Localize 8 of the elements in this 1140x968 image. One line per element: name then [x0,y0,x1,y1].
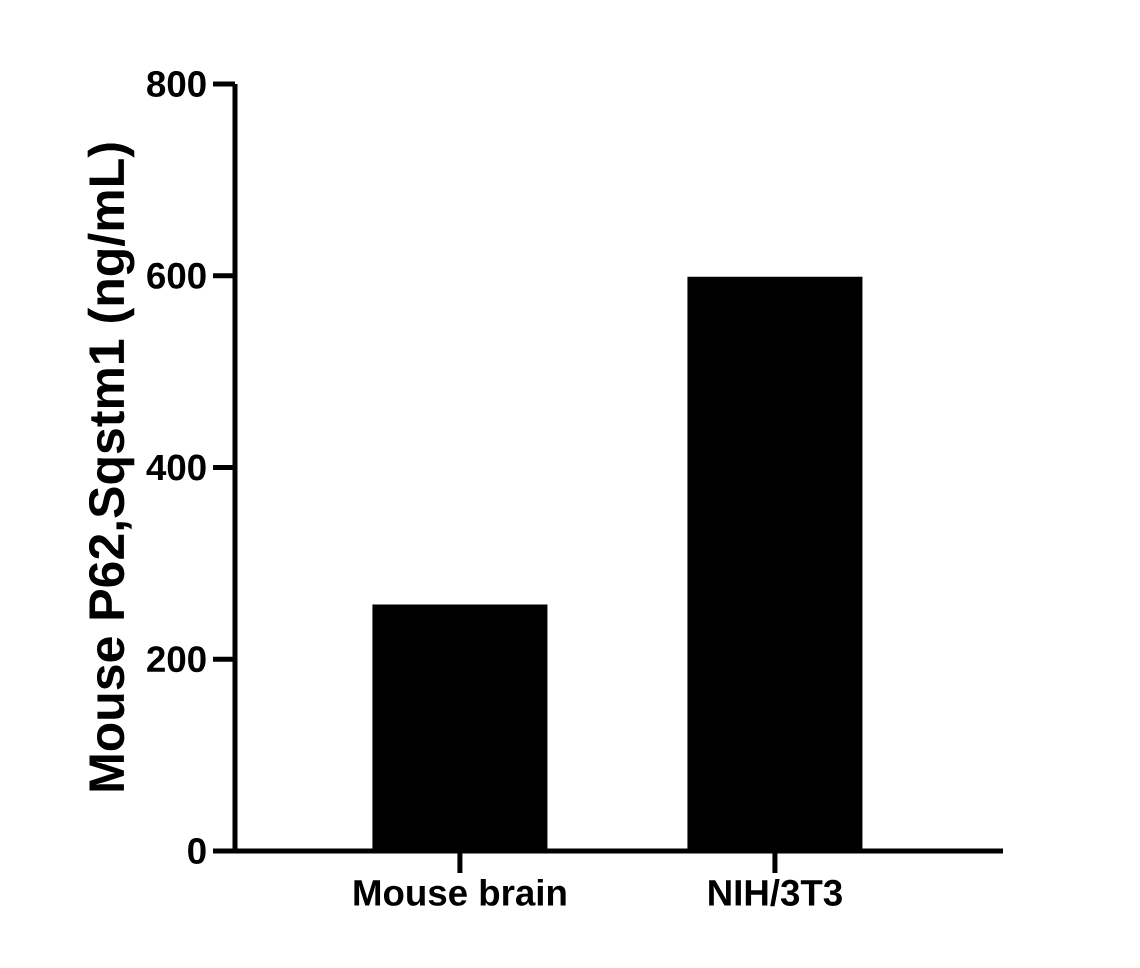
x-tick-label: NIH/3T3 [709,878,842,907]
y-tick-label: 600 [147,262,206,289]
y-axis-title: Mouse P62,Sqstm1 (ng/mL) [87,143,135,791]
y-tick-label: 400 [146,454,206,481]
y-tick-label: 200 [147,646,206,673]
y-tick-label: 0 [188,838,206,864]
x-tick-label: Mouse brain [354,878,566,906]
y-tick-label: 800 [147,71,206,97]
